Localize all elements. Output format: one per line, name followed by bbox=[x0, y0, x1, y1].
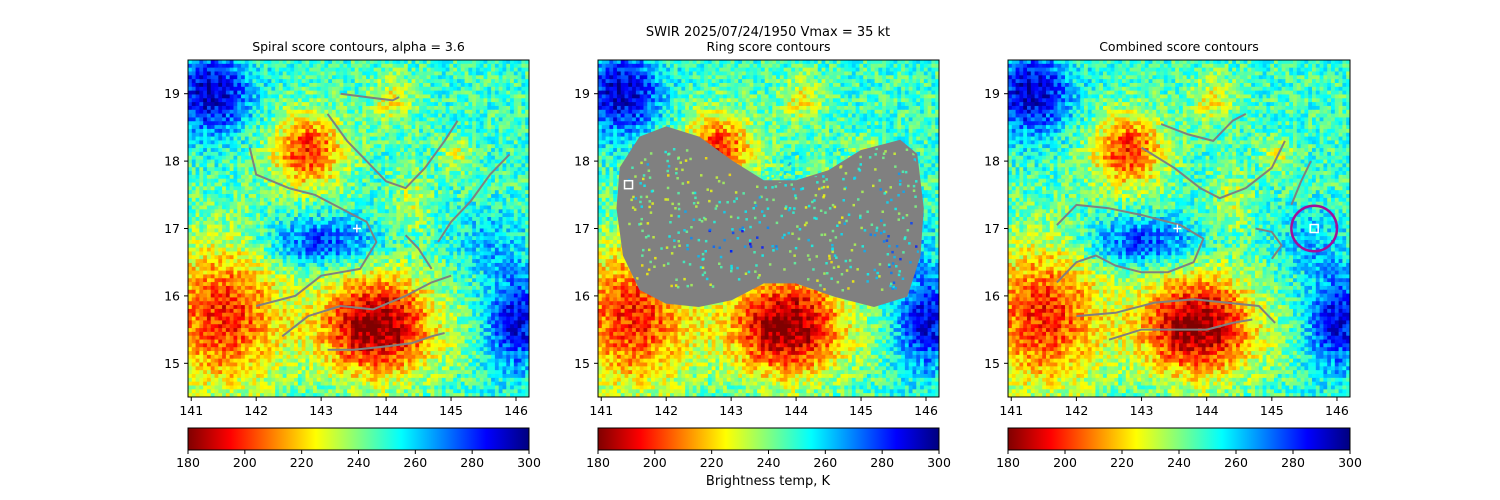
x-tick-label: 145 bbox=[439, 403, 463, 418]
contour-line-3 bbox=[1056, 203, 1205, 284]
square-marker bbox=[1309, 223, 1319, 234]
colorbar-tick-label: 200 bbox=[643, 455, 667, 470]
y-tick-label: 16 bbox=[984, 288, 1000, 303]
colorbar bbox=[1007, 427, 1351, 451]
x-tick-label: 141 bbox=[589, 403, 613, 418]
panel-title: Combined score contours bbox=[1099, 39, 1259, 54]
y-tick-label: 19 bbox=[984, 86, 1000, 101]
colorbar-tick-label: 300 bbox=[1338, 455, 1362, 470]
colorbar-tick-label: 180 bbox=[176, 455, 200, 470]
x-tick-label: 143 bbox=[1130, 403, 1154, 418]
heatmap-cells bbox=[1008, 60, 1350, 397]
panel-title: Ring score contours bbox=[706, 39, 830, 54]
x-tick-label: 142 bbox=[654, 403, 678, 418]
contour-line-2 bbox=[1140, 140, 1286, 200]
colorbar-tick-label: 280 bbox=[870, 455, 894, 470]
contour-line-7 bbox=[1290, 160, 1312, 206]
contour-line-6 bbox=[437, 153, 511, 243]
x-tick-label: 145 bbox=[849, 403, 873, 418]
colorbar-tick-label: 260 bbox=[813, 455, 837, 470]
x-tick-label: 146 bbox=[504, 403, 528, 418]
y-tick-label: 17 bbox=[164, 221, 180, 236]
y-tick-label: 17 bbox=[574, 221, 590, 236]
y-tick-label: 19 bbox=[574, 86, 590, 101]
contour-line-4 bbox=[1076, 298, 1276, 324]
colorbar-tick-label: 300 bbox=[927, 455, 951, 470]
x-tick-label: 146 bbox=[914, 403, 938, 418]
x-tick-label: 143 bbox=[309, 403, 333, 418]
colorbar-tick-label: 220 bbox=[290, 455, 314, 470]
panel-1: Spiral score contours, alpha = 3.6 141 142… bbox=[164, 39, 541, 470]
colorbar-tick-label: 180 bbox=[996, 455, 1020, 470]
colorbar-tick-label: 180 bbox=[586, 455, 610, 470]
contour-line-2 bbox=[326, 113, 459, 190]
y-tick-label: 18 bbox=[574, 154, 590, 169]
x-tick-label: 146 bbox=[1325, 403, 1349, 418]
x-tick-label: 144 bbox=[374, 403, 398, 418]
panel-2: Ring score contours 141 142 143 144 145 146 15 1… bbox=[574, 39, 951, 470]
colorbar bbox=[187, 427, 530, 451]
colorbar-tick-label: 220 bbox=[1110, 455, 1134, 470]
y-tick-label: 15 bbox=[574, 356, 590, 371]
x-tick-label: 141 bbox=[999, 403, 1023, 418]
colorbar-tick-label: 280 bbox=[1281, 455, 1305, 470]
contour-line-5 bbox=[1108, 318, 1253, 341]
colorbar-tick-label: 300 bbox=[517, 455, 541, 470]
colorbar-tick-label: 280 bbox=[460, 455, 484, 470]
center-marker bbox=[352, 224, 361, 233]
y-tick-label: 15 bbox=[984, 356, 1000, 371]
center-fix-circle bbox=[1290, 204, 1339, 253]
y-tick-label: 16 bbox=[574, 288, 590, 303]
overlay-layer bbox=[616, 126, 924, 308]
contour-line-5 bbox=[327, 332, 445, 351]
contour-line-6 bbox=[1255, 227, 1283, 260]
contour-line-1 bbox=[340, 92, 400, 102]
contour-line-7 bbox=[404, 234, 433, 270]
colorbar-tick-label: 240 bbox=[1167, 455, 1191, 470]
ring-score-outline bbox=[616, 126, 924, 308]
suptitle: SWIR 2025/07/24/1950 Vmax = 35 kt bbox=[646, 25, 890, 40]
colorbar-tick-label: 200 bbox=[233, 455, 257, 470]
x-tick-label: 144 bbox=[784, 403, 808, 418]
center-marker bbox=[1173, 224, 1182, 233]
square-marker bbox=[623, 179, 634, 190]
colorbar-tick-label: 200 bbox=[1053, 455, 1077, 470]
colorbar-label: Brightness temp, K bbox=[706, 474, 831, 489]
colorbar bbox=[597, 427, 940, 451]
heatmap-cells bbox=[188, 60, 529, 397]
overlay-layer bbox=[1056, 113, 1339, 341]
y-tick-label: 19 bbox=[164, 86, 180, 101]
x-tick-label: 145 bbox=[1260, 403, 1284, 418]
y-tick-label: 16 bbox=[164, 288, 180, 303]
x-tick-label: 143 bbox=[719, 403, 743, 418]
colorbar-tick-label: 220 bbox=[700, 455, 724, 470]
x-tick-label: 141 bbox=[179, 403, 203, 418]
overlay-layer bbox=[248, 92, 511, 351]
contour-line-3 bbox=[248, 147, 378, 307]
x-tick-label: 142 bbox=[1064, 403, 1088, 418]
y-tick-label: 15 bbox=[164, 356, 180, 371]
colorbar-tick-label: 260 bbox=[403, 455, 427, 470]
panel-title: Spiral score contours, alpha = 3.6 bbox=[252, 39, 465, 54]
x-tick-label: 142 bbox=[244, 403, 268, 418]
ring-score-speckles bbox=[627, 147, 921, 292]
panel-3: Combined score contours 141 142 143 144 145 14… bbox=[984, 39, 1362, 470]
colorbar-tick-label: 240 bbox=[347, 455, 371, 470]
contour-line-1 bbox=[1160, 113, 1247, 142]
y-tick-label: 18 bbox=[984, 154, 1000, 169]
colorbar-tick-label: 240 bbox=[757, 455, 781, 470]
y-tick-label: 18 bbox=[164, 154, 180, 169]
colorbar-tick-label: 260 bbox=[1224, 455, 1248, 470]
contour-line-4 bbox=[281, 274, 452, 338]
y-tick-label: 17 bbox=[984, 221, 1000, 236]
x-tick-label: 144 bbox=[1195, 403, 1219, 418]
